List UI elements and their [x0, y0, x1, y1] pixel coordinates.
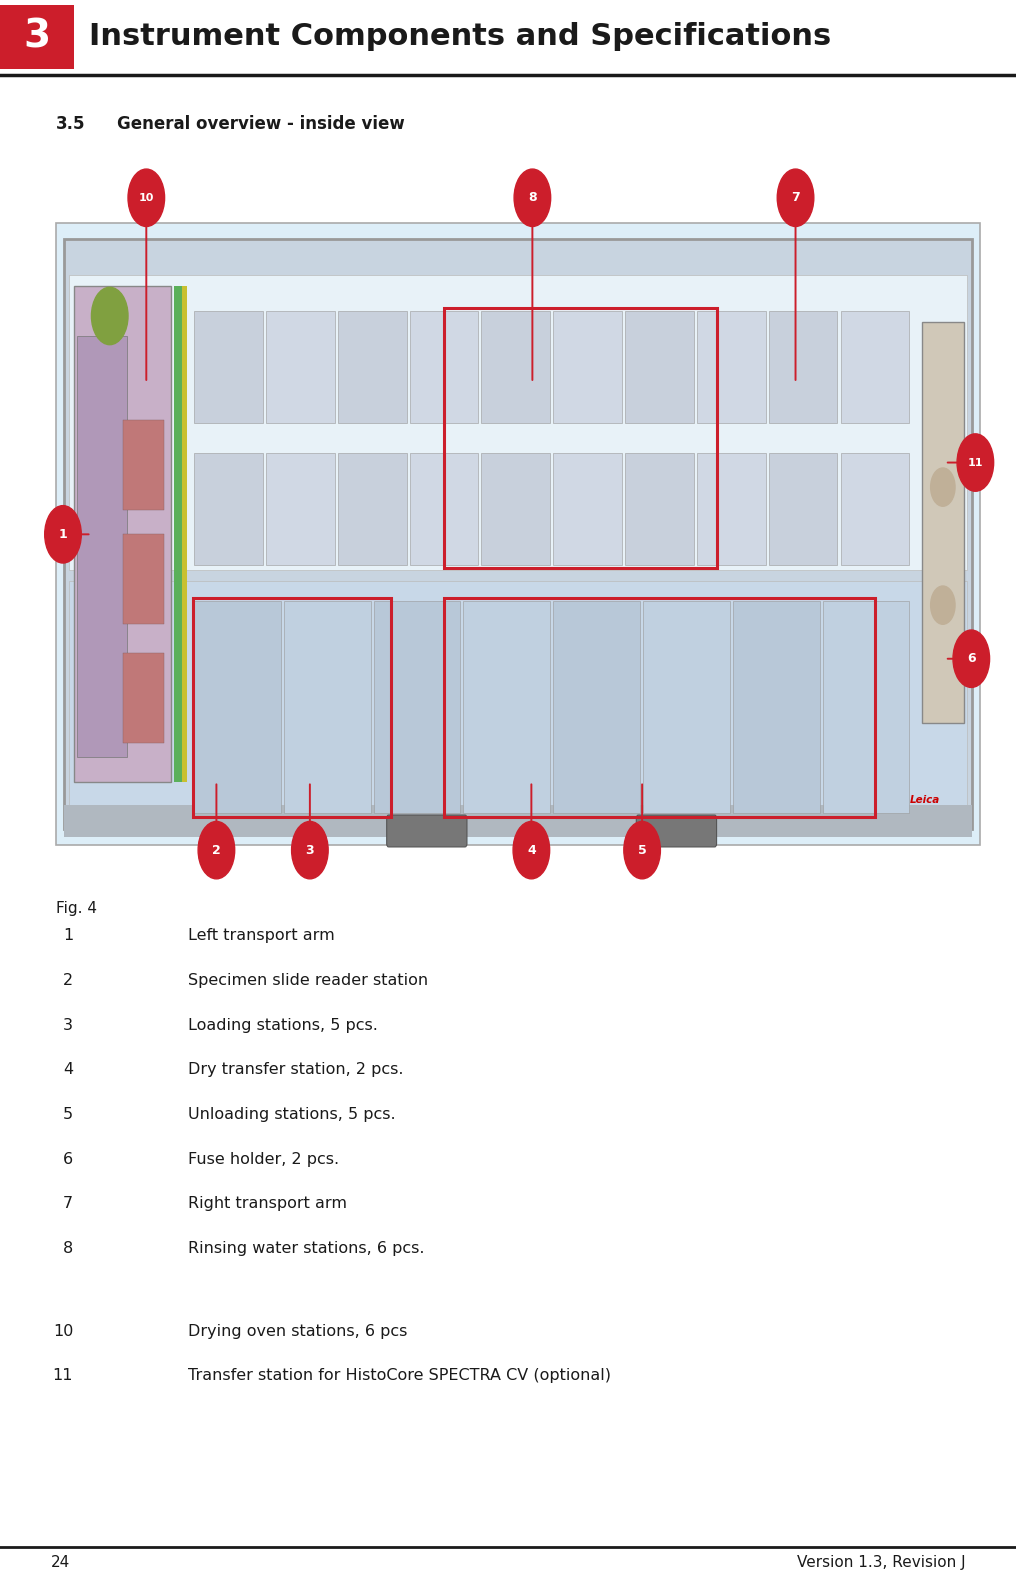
Text: General overview - inside view: General overview - inside view: [117, 115, 404, 132]
Text: Leica: Leica: [909, 796, 940, 805]
FancyBboxPatch shape: [625, 311, 694, 423]
Text: 6: 6: [63, 1152, 73, 1166]
Text: 1: 1: [63, 928, 73, 943]
FancyBboxPatch shape: [553, 311, 622, 423]
Text: 8: 8: [63, 1241, 73, 1255]
Text: 3.5: 3.5: [56, 115, 85, 132]
FancyBboxPatch shape: [182, 287, 187, 782]
Circle shape: [624, 821, 660, 879]
Text: 8: 8: [528, 191, 536, 204]
FancyBboxPatch shape: [64, 239, 972, 829]
Text: 11: 11: [967, 458, 983, 467]
FancyBboxPatch shape: [733, 601, 820, 813]
Text: Instrument Components and Specifications: Instrument Components and Specifications: [89, 22, 832, 51]
Text: Fig. 4: Fig. 4: [56, 901, 97, 916]
Text: Loading stations, 5 pcs.: Loading stations, 5 pcs.: [188, 1018, 378, 1032]
FancyBboxPatch shape: [625, 453, 694, 565]
Circle shape: [957, 434, 994, 491]
Text: Left transport arm: Left transport arm: [188, 928, 334, 943]
Text: 3: 3: [23, 18, 50, 56]
Text: 10: 10: [138, 193, 154, 203]
Text: 10: 10: [53, 1324, 73, 1338]
FancyBboxPatch shape: [409, 311, 479, 423]
FancyBboxPatch shape: [823, 601, 909, 813]
FancyBboxPatch shape: [194, 311, 263, 423]
FancyBboxPatch shape: [463, 601, 551, 813]
FancyBboxPatch shape: [387, 815, 467, 847]
Circle shape: [45, 506, 81, 563]
Circle shape: [513, 821, 550, 879]
Circle shape: [931, 585, 955, 624]
FancyBboxPatch shape: [482, 311, 551, 423]
Circle shape: [514, 169, 551, 226]
Text: 3: 3: [306, 844, 314, 857]
Text: 2: 2: [212, 844, 220, 857]
FancyBboxPatch shape: [337, 311, 406, 423]
Circle shape: [953, 630, 990, 687]
Circle shape: [128, 169, 165, 226]
Text: Dry transfer station, 2 pcs.: Dry transfer station, 2 pcs.: [188, 1062, 403, 1077]
Circle shape: [777, 169, 814, 226]
FancyBboxPatch shape: [769, 311, 837, 423]
Text: 7: 7: [791, 191, 800, 204]
Text: Specimen slide reader station: Specimen slide reader station: [188, 973, 428, 987]
FancyBboxPatch shape: [194, 453, 263, 565]
Text: 11: 11: [53, 1369, 73, 1383]
Text: Transfer station for HistoCore SPECTRA CV (optional): Transfer station for HistoCore SPECTRA C…: [188, 1369, 611, 1383]
Text: Unloading stations, 5 pcs.: Unloading stations, 5 pcs.: [188, 1107, 395, 1121]
Text: 6: 6: [967, 652, 975, 665]
Circle shape: [91, 287, 128, 345]
FancyBboxPatch shape: [922, 322, 964, 723]
Text: 4: 4: [527, 844, 535, 857]
Circle shape: [198, 821, 235, 879]
Text: 1: 1: [59, 528, 67, 541]
FancyBboxPatch shape: [56, 223, 980, 845]
FancyBboxPatch shape: [840, 453, 909, 565]
FancyBboxPatch shape: [123, 654, 165, 743]
FancyBboxPatch shape: [77, 337, 127, 758]
FancyBboxPatch shape: [123, 534, 165, 624]
FancyBboxPatch shape: [283, 601, 371, 813]
FancyBboxPatch shape: [643, 601, 729, 813]
FancyBboxPatch shape: [553, 453, 622, 565]
Text: Version 1.3, Revision J: Version 1.3, Revision J: [797, 1555, 965, 1569]
FancyBboxPatch shape: [194, 601, 280, 813]
Text: 4: 4: [63, 1062, 73, 1077]
Text: 5: 5: [63, 1107, 73, 1121]
Text: Drying oven stations, 6 pcs: Drying oven stations, 6 pcs: [188, 1324, 407, 1338]
FancyBboxPatch shape: [0, 5, 74, 69]
FancyBboxPatch shape: [337, 453, 406, 565]
FancyBboxPatch shape: [482, 453, 551, 565]
Text: 3: 3: [63, 1018, 73, 1032]
Text: 24: 24: [51, 1555, 70, 1569]
FancyBboxPatch shape: [409, 453, 479, 565]
FancyBboxPatch shape: [69, 581, 967, 817]
FancyBboxPatch shape: [266, 453, 334, 565]
Text: Rinsing water stations, 6 pcs.: Rinsing water stations, 6 pcs.: [188, 1241, 425, 1255]
FancyBboxPatch shape: [174, 287, 182, 782]
Text: 7: 7: [63, 1196, 73, 1211]
FancyBboxPatch shape: [769, 453, 837, 565]
Text: Right transport arm: Right transport arm: [188, 1196, 346, 1211]
FancyBboxPatch shape: [74, 287, 171, 782]
FancyBboxPatch shape: [697, 453, 766, 565]
FancyBboxPatch shape: [123, 421, 165, 509]
Text: 2: 2: [63, 973, 73, 987]
Text: 5: 5: [638, 844, 646, 857]
FancyBboxPatch shape: [553, 601, 640, 813]
FancyBboxPatch shape: [374, 601, 460, 813]
Text: Fuse holder, 2 pcs.: Fuse holder, 2 pcs.: [188, 1152, 339, 1166]
FancyBboxPatch shape: [64, 805, 972, 837]
FancyBboxPatch shape: [840, 311, 909, 423]
FancyBboxPatch shape: [636, 815, 716, 847]
FancyBboxPatch shape: [69, 274, 967, 569]
Circle shape: [931, 467, 955, 506]
FancyBboxPatch shape: [697, 311, 766, 423]
Circle shape: [292, 821, 328, 879]
FancyBboxPatch shape: [266, 311, 334, 423]
